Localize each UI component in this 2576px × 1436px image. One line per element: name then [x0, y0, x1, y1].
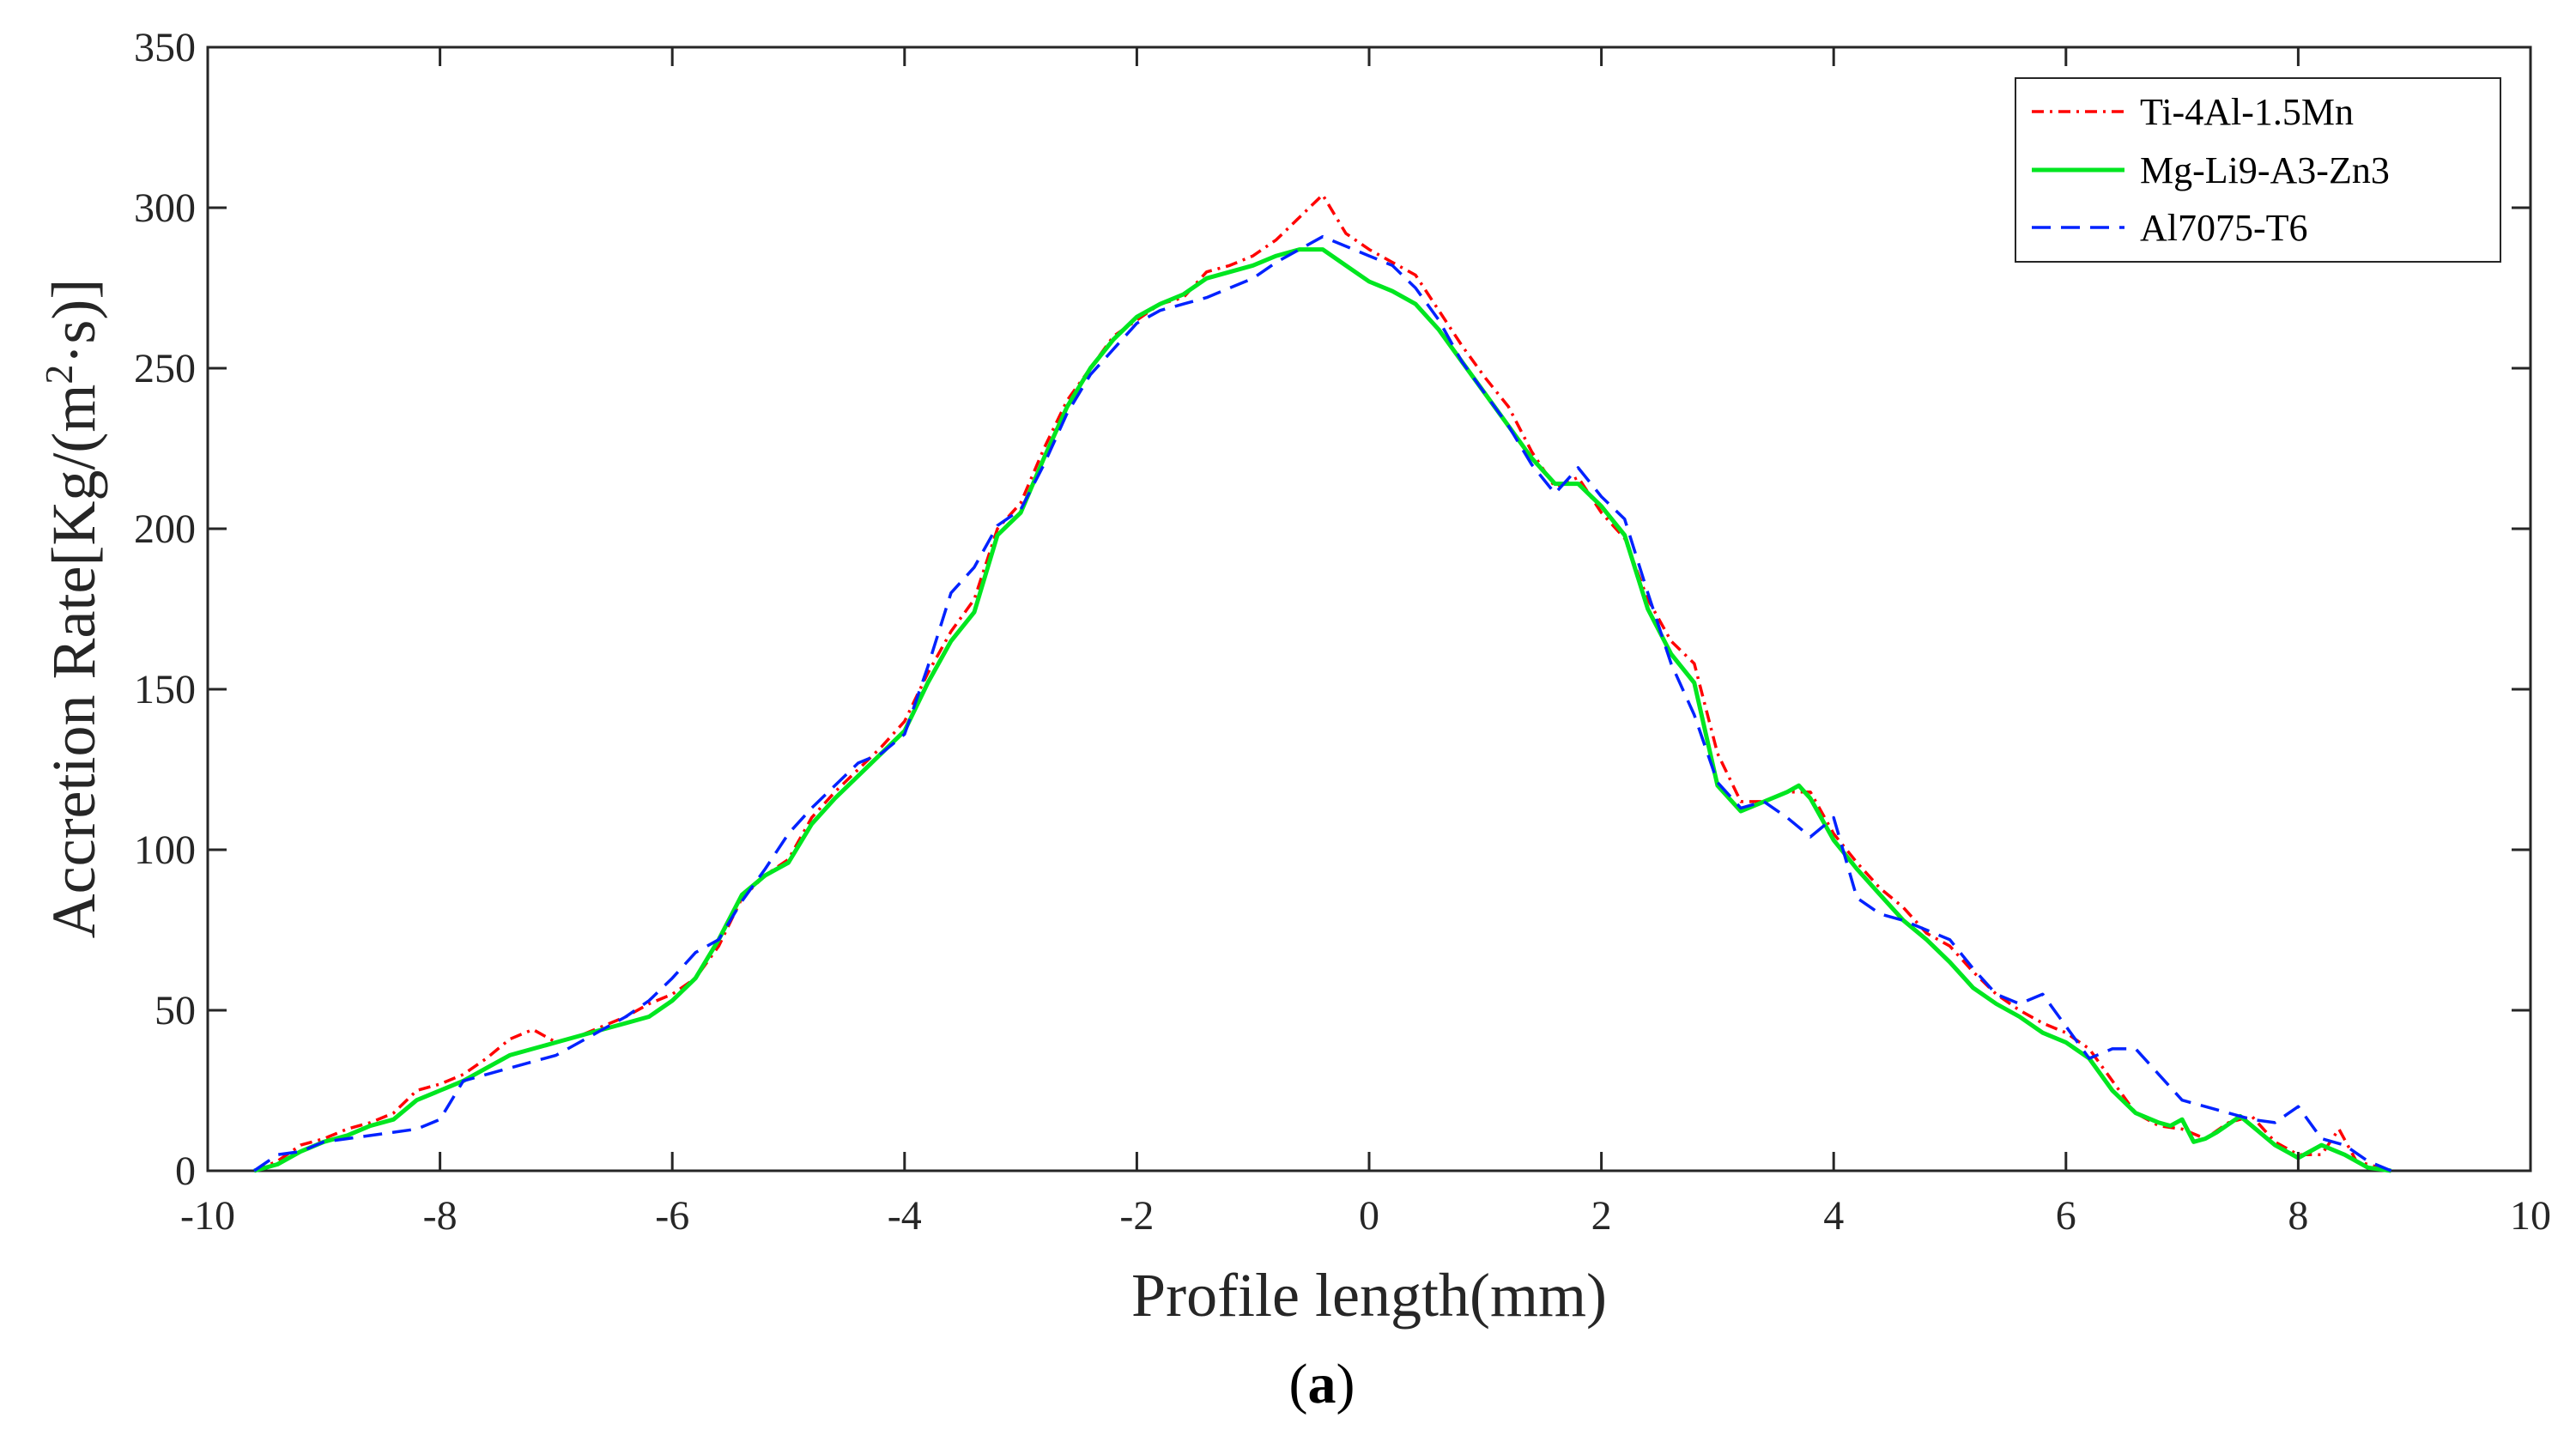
x-tick-label: 8 — [2288, 1193, 2308, 1239]
series-line-ti-4al-1-5mn — [253, 193, 2392, 1172]
x-tick-label: 6 — [2056, 1193, 2076, 1239]
y-axis-title-main: Accretion Rate[Kg/(m — [39, 385, 108, 939]
y-axis-title-superscript: 2 — [37, 365, 81, 385]
y-tick-label: 100 — [134, 827, 196, 873]
series-layer — [253, 193, 2392, 1173]
x-axis-title: Profile length(mm) — [1131, 1261, 1607, 1330]
x-tick-label: 2 — [1591, 1193, 1612, 1239]
x-tick-label: -2 — [1119, 1193, 1154, 1239]
x-tick-label: 0 — [1359, 1193, 1379, 1239]
series-line-al7075-t6 — [253, 234, 2392, 1172]
legend-label-ti: Ti-4Al-1.5Mn — [2140, 91, 2354, 133]
caption-close: ) — [1336, 1353, 1355, 1415]
caption-letter: a — [1308, 1353, 1336, 1415]
y-tick-label: 150 — [134, 667, 196, 712]
y-tick-label: 350 — [134, 25, 196, 70]
y-axis-title-tail: ·s)] — [39, 279, 108, 365]
legend: Ti-4Al-1.5Mn Mg-Li9-A3-Zn3 Al7075-T6 — [2015, 77, 2501, 263]
figure-caption: (a) — [1289, 1353, 1355, 1415]
y-tick-label: 250 — [134, 346, 196, 391]
x-tick-label: -4 — [888, 1193, 922, 1239]
y-axis-title: Accretion Rate[Kg/(m2·s)] — [37, 279, 108, 939]
y-tick-label: 50 — [155, 988, 196, 1033]
legend-label-mg: Mg-Li9-A3-Zn3 — [2140, 149, 2390, 191]
caption-open: ( — [1289, 1353, 1308, 1415]
x-tick-label: 10 — [2510, 1193, 2551, 1239]
y-tick-label: 0 — [175, 1148, 196, 1194]
x-tick-label: 4 — [1823, 1193, 1844, 1239]
x-tick-label: -6 — [655, 1193, 689, 1239]
x-tick-label: -8 — [423, 1193, 458, 1239]
y-tick-label: 200 — [134, 506, 196, 552]
legend-label-al: Al7075-T6 — [2140, 207, 2308, 249]
x-tick-label: -10 — [180, 1193, 235, 1239]
y-tick-label: 300 — [134, 185, 196, 231]
